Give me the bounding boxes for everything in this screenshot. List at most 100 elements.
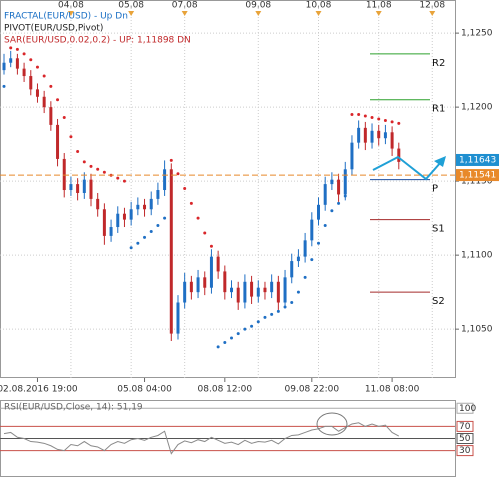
sar-dot	[383, 118, 387, 122]
sar-dot	[149, 229, 153, 233]
top-date-label: 09.08	[245, 1, 271, 11]
sar-dot	[323, 224, 327, 228]
candle-body	[56, 124, 60, 159]
candle-body	[149, 198, 153, 210]
sar-dot	[263, 315, 267, 319]
candle-body	[296, 256, 300, 262]
y-tick-label: 70	[459, 422, 471, 432]
y-tick-label: 1,1250	[461, 29, 493, 39]
indicator-legend: SAR(EUR/USD,0.02,0.2) - UP: 1,11898 DN	[4, 36, 191, 46]
date-marker	[128, 11, 135, 16]
x-tick-label: 09.08 22:00	[285, 385, 340, 395]
price-label: 1,11643	[459, 155, 496, 165]
sar-dot	[96, 167, 100, 171]
x-tick-label: 02.08.2016 19:00	[0, 385, 78, 395]
y-tick-label: 1,1100	[461, 251, 493, 261]
candle-body	[250, 281, 254, 297]
candle-body	[216, 256, 220, 272]
sar-dot	[163, 216, 167, 220]
sar-dot	[377, 117, 381, 121]
y-tick-label: 30	[459, 446, 471, 456]
date-marker	[181, 11, 188, 16]
candle-body	[337, 179, 341, 195]
candle-body	[143, 204, 147, 210]
candle-body	[169, 169, 173, 334]
sar-dot	[76, 150, 80, 154]
sar-dot	[397, 121, 401, 125]
candle-body	[109, 227, 113, 236]
level-label-box	[456, 433, 474, 444]
candle-body	[22, 68, 26, 77]
date-marker	[429, 11, 436, 16]
x-tick-label: 11.08 08:00	[365, 385, 420, 395]
sar-dot	[56, 98, 60, 102]
sar-dot	[89, 164, 93, 168]
sar-dot	[296, 290, 300, 294]
sar-dot	[283, 305, 287, 309]
candle-body	[230, 287, 234, 293]
price-label-box	[456, 169, 499, 182]
candle-body	[196, 277, 200, 293]
candle-body	[102, 209, 106, 236]
projection-arrow	[372, 155, 442, 181]
sar-dot	[136, 241, 140, 245]
sar-dot	[49, 84, 53, 88]
sar-dot	[370, 115, 374, 119]
sar-dot	[209, 244, 213, 248]
level-label-box	[456, 445, 474, 457]
sar-dot	[317, 241, 320, 245]
level-label-box	[456, 402, 474, 414]
candle-body	[283, 277, 287, 303]
price-label: 1,11541	[459, 171, 496, 181]
x-tick-label: 05.08 04:00	[117, 385, 172, 395]
candle-body	[163, 169, 167, 191]
candle-body	[2, 62, 6, 71]
pivot-label: S2	[432, 296, 445, 307]
candle-body	[383, 132, 387, 139]
candle-body	[363, 127, 367, 143]
date-marker	[67, 11, 74, 16]
candle-body	[29, 76, 33, 90]
candle-body	[330, 179, 334, 185]
sar-dot	[363, 114, 367, 118]
candle-body	[69, 184, 73, 191]
candle-body	[223, 271, 227, 293]
level-label-box	[456, 420, 474, 432]
top-date-label: 05.08	[118, 1, 144, 11]
candle-body	[136, 204, 140, 210]
sar-dot	[176, 172, 180, 176]
sar-dot	[250, 324, 254, 328]
candle-body	[350, 142, 354, 170]
sar-dot	[330, 209, 334, 213]
candle-body	[236, 287, 240, 303]
candle-body	[176, 302, 180, 334]
x-tick-label: 08.08 12:00	[198, 385, 253, 395]
candle-body	[122, 213, 126, 220]
candle-body	[310, 219, 314, 241]
candle-body	[89, 179, 93, 199]
sar-dot	[69, 135, 73, 139]
sar-dot	[223, 340, 227, 344]
candle-body	[209, 256, 213, 288]
candle-body	[42, 96, 46, 108]
candle-body	[377, 130, 381, 139]
sar-dot	[156, 224, 160, 228]
indicator-legend: PIVOT(EUR/USD,Pivot)	[4, 24, 103, 34]
candle-body	[76, 184, 80, 193]
sar-dot	[216, 345, 220, 349]
sar-dot	[203, 231, 207, 235]
candle-body	[256, 287, 260, 297]
sar-dot	[337, 201, 341, 205]
candle-body	[290, 261, 294, 278]
sar-dot	[22, 52, 26, 56]
rsi-title: RSI(EUR/USD,Close, 14): 51,19	[4, 403, 143, 413]
sar-dot	[343, 194, 347, 198]
candle-body	[15, 58, 19, 69]
plot-layer: 1,1050 1,1100 1,1150 1,1200 1,1250 04.08 05.08…	[0, 1, 499, 457]
pivot-label: S1	[432, 224, 445, 235]
sar-dot	[276, 309, 280, 313]
price-label-box	[456, 153, 499, 166]
sar-dot	[303, 275, 307, 279]
sar-dot	[230, 336, 234, 340]
